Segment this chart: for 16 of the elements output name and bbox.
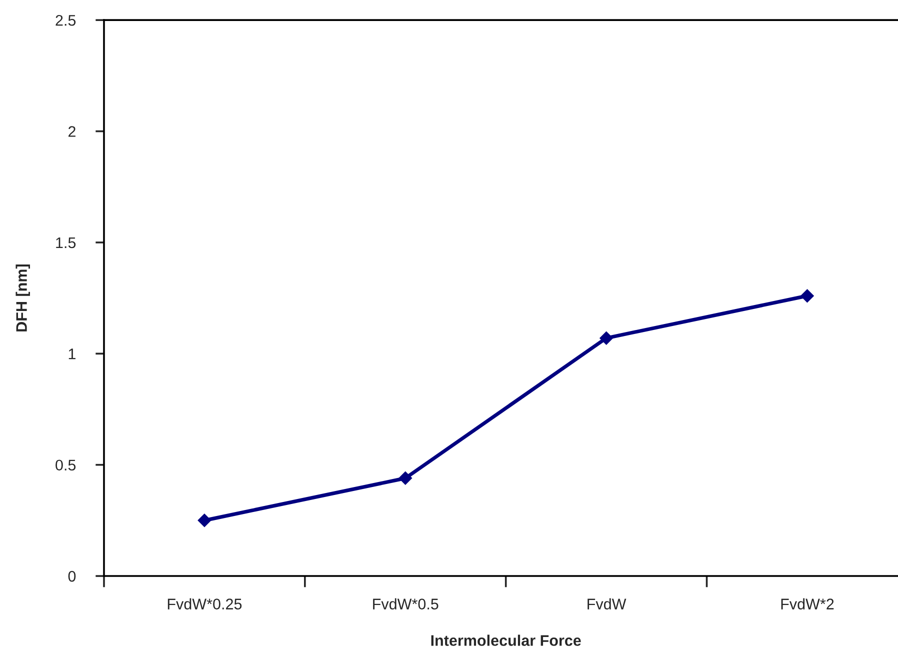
point (599, 331, 614, 345)
y-tick-label: 0.5 (56, 460, 76, 471)
x-tick-label: FvdW*2 (781, 598, 834, 610)
x-axis-title: Intermolecular Force (431, 634, 581, 646)
x-tick-label: FvdW (588, 598, 626, 610)
x-tick-label: FvdW*0.5 (373, 598, 438, 610)
y-tick-label: 2 (68, 126, 76, 137)
point (398, 471, 412, 486)
y-tick-label: 0 (68, 570, 76, 582)
y-tick-label: 1.5 (56, 237, 76, 248)
x-tick-label: FvdW*0.25 (168, 598, 242, 610)
point (198, 514, 212, 528)
y-axis-title: DFH [nm] (16, 264, 30, 332)
y-tick-label: 1 (68, 348, 76, 360)
y-tick-label: 2.5 (56, 14, 76, 26)
point (800, 288, 814, 303)
